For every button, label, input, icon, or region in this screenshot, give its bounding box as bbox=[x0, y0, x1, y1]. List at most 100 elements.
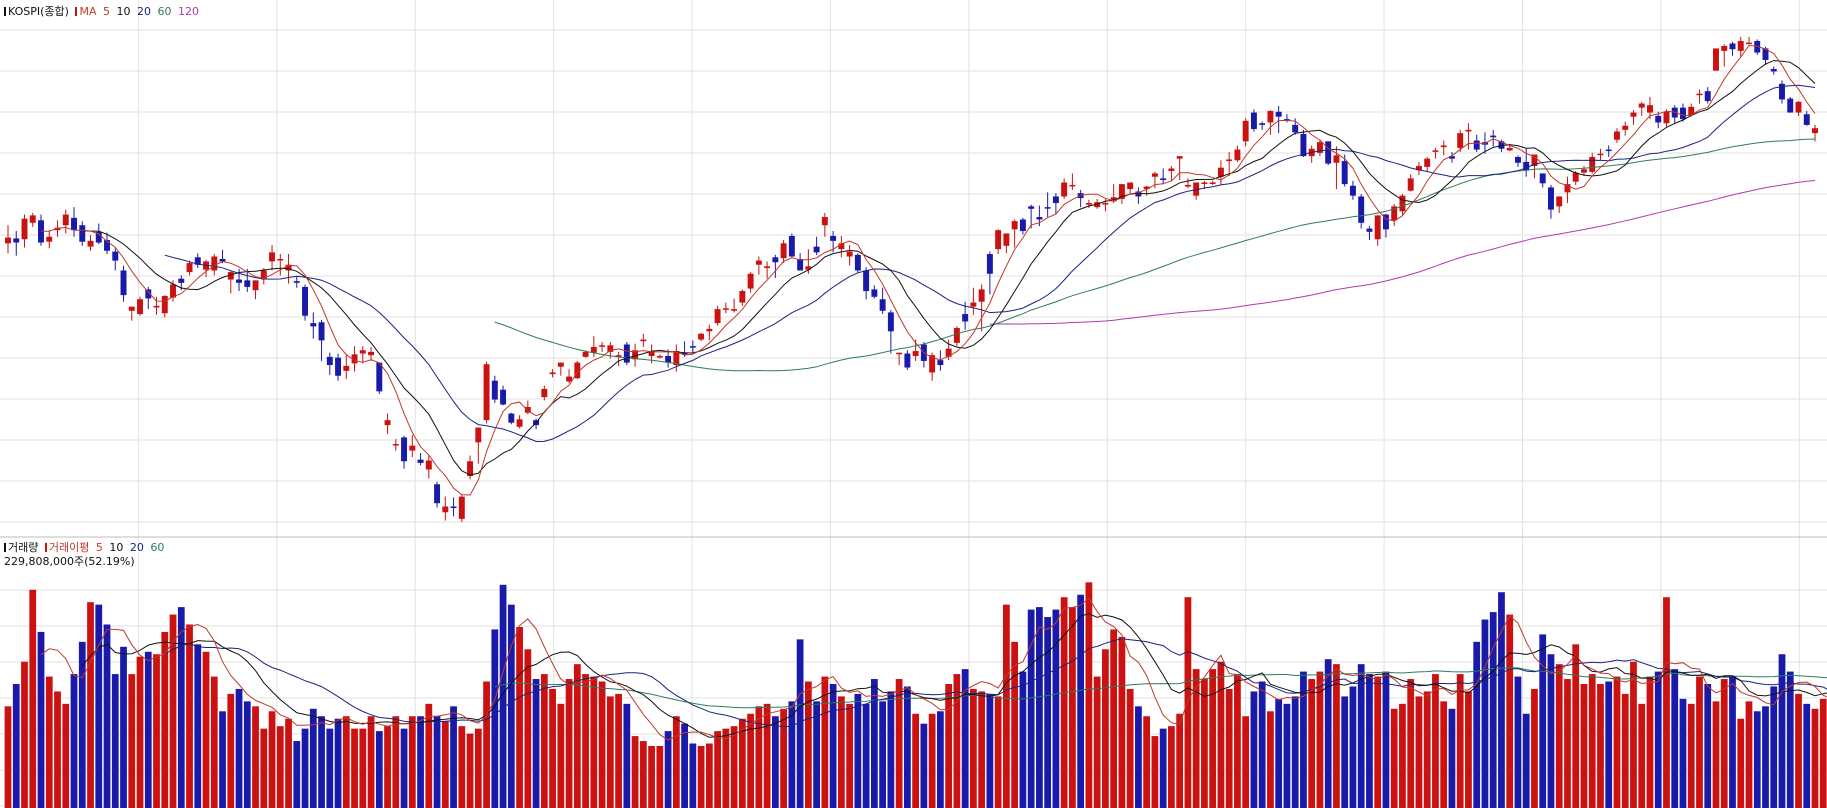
candle-body bbox=[1250, 112, 1257, 130]
candle-body bbox=[302, 286, 309, 316]
candle-body bbox=[1382, 214, 1389, 230]
volume-bar bbox=[1448, 708, 1456, 808]
volume-bar bbox=[895, 679, 903, 808]
volume-bar bbox=[367, 716, 375, 808]
candle-body bbox=[1415, 166, 1422, 171]
volume-bar bbox=[1580, 684, 1588, 808]
candle-body bbox=[1267, 110, 1274, 123]
volume-bar bbox=[870, 679, 878, 808]
volume-bar bbox=[1465, 691, 1472, 808]
volume-bar bbox=[425, 703, 433, 808]
volume-bar bbox=[1786, 671, 1794, 808]
volume-legend: 거래량 거래이평 5 10 20 60 229,808,000주(52.19%) bbox=[4, 541, 167, 569]
candle-body bbox=[1283, 119, 1290, 121]
volume-bar bbox=[177, 607, 185, 808]
ma120-line bbox=[989, 180, 1816, 325]
volume-bar bbox=[606, 696, 614, 808]
candle-body bbox=[1407, 178, 1414, 191]
volume-bar bbox=[557, 703, 565, 808]
candle-body bbox=[846, 251, 853, 257]
candle-body bbox=[483, 364, 490, 421]
volume-bar bbox=[1597, 684, 1604, 808]
candle-body bbox=[1118, 184, 1125, 199]
volume-bar bbox=[507, 604, 515, 808]
ma10-line bbox=[82, 60, 1816, 476]
volume-bar bbox=[714, 731, 721, 808]
candle-body bbox=[1110, 197, 1117, 202]
volume-bar bbox=[1069, 607, 1076, 808]
volume-bar bbox=[309, 708, 317, 808]
candle-body bbox=[467, 461, 474, 477]
volume-bar bbox=[1052, 609, 1060, 808]
volume-bar bbox=[1333, 664, 1340, 808]
volume-bar bbox=[1151, 736, 1159, 808]
volume-bar bbox=[1415, 696, 1423, 808]
volume-bar bbox=[87, 602, 94, 808]
candle-body bbox=[458, 496, 465, 519]
candle-body bbox=[211, 256, 218, 271]
candle-body bbox=[1102, 203, 1109, 205]
volume-bar bbox=[400, 728, 408, 808]
candle-body bbox=[5, 237, 11, 244]
volume-bar bbox=[903, 686, 911, 808]
volume-bar bbox=[705, 743, 713, 808]
candle-body bbox=[821, 217, 828, 226]
candle-body bbox=[1737, 41, 1744, 51]
candle-body bbox=[236, 279, 243, 283]
candle-body bbox=[1473, 140, 1480, 150]
volume-bar bbox=[1745, 701, 1753, 808]
volume-bar bbox=[169, 614, 177, 808]
volume-bar bbox=[1770, 686, 1778, 808]
volume-bar bbox=[978, 691, 986, 808]
candle-body bbox=[524, 406, 531, 413]
candle-body bbox=[161, 295, 168, 314]
volume-bar bbox=[639, 741, 647, 808]
candle-body bbox=[1234, 149, 1241, 161]
volume-bar bbox=[1729, 676, 1736, 808]
volume-bar bbox=[1060, 597, 1068, 808]
volume-bar bbox=[1555, 664, 1563, 808]
volume-bar bbox=[1399, 703, 1406, 808]
candle-body bbox=[1696, 93, 1703, 96]
volume-bar bbox=[747, 713, 754, 808]
candle-body bbox=[1209, 182, 1216, 184]
legend-ma5: 5 bbox=[102, 5, 110, 18]
volume-bar bbox=[1712, 701, 1720, 808]
legend-vma20: 20 bbox=[129, 541, 144, 554]
candle-body bbox=[409, 445, 416, 451]
candle-body bbox=[1531, 154, 1538, 167]
volume-bar bbox=[301, 728, 309, 808]
legend-marker bbox=[4, 543, 6, 552]
legend-ma10: 10 bbox=[116, 5, 131, 18]
candle-body bbox=[425, 460, 432, 470]
volume-legend-title: 거래량 bbox=[8, 541, 39, 554]
candle-body bbox=[838, 243, 845, 250]
volume-bar bbox=[664, 731, 672, 808]
candle-body bbox=[698, 333, 705, 340]
volume-bar bbox=[351, 728, 358, 808]
volume-bar bbox=[1473, 641, 1481, 808]
volume-bar bbox=[276, 726, 284, 808]
volume-bar bbox=[862, 703, 870, 808]
candle-body bbox=[145, 289, 152, 299]
volume-bar bbox=[235, 688, 243, 808]
volume-bar bbox=[1605, 681, 1613, 808]
candle-body bbox=[731, 309, 738, 311]
volume-panel bbox=[4, 582, 1827, 808]
candle-body bbox=[1770, 68, 1777, 72]
candle-body bbox=[813, 246, 820, 253]
candle-body bbox=[1044, 207, 1051, 209]
candle-body bbox=[1316, 142, 1323, 153]
candle-body bbox=[1622, 125, 1629, 130]
volume-bar bbox=[1225, 688, 1233, 808]
candle-body bbox=[21, 218, 28, 240]
candle-body bbox=[1680, 107, 1686, 120]
candle-body bbox=[475, 427, 482, 443]
candle-body bbox=[1614, 131, 1620, 140]
volume-bar bbox=[879, 701, 887, 808]
candle-body bbox=[896, 352, 903, 355]
volume-bar bbox=[1019, 671, 1027, 808]
volume-bar bbox=[994, 696, 1002, 808]
candle-body bbox=[359, 350, 366, 354]
candle-body bbox=[788, 235, 795, 257]
